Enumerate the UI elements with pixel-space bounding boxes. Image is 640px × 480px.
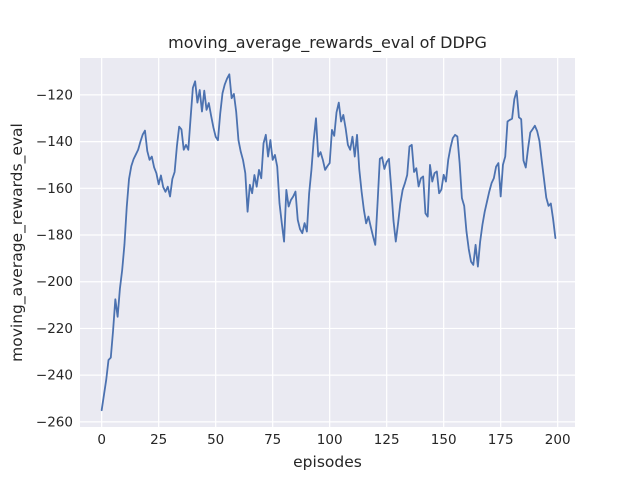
x-grid-lines <box>101 58 559 427</box>
x-tick-label: 75 <box>264 432 281 448</box>
y-tick-labels: −120 −140 −160 −180 −200 −220 −240 −260 <box>36 87 73 430</box>
x-tick-labels: 0 25 50 75 100 125 150 175 200 <box>97 432 570 448</box>
x-tick-label: 50 <box>207 432 224 448</box>
x-tick-label: 150 <box>431 432 457 448</box>
x-tick-label: 125 <box>374 432 400 448</box>
y-tick-label: −160 <box>36 181 73 197</box>
x-tick-label: 25 <box>150 432 167 448</box>
chart-title: moving_average_rewards_eval of DDPG <box>168 33 487 53</box>
x-tick-label: 200 <box>545 432 571 448</box>
y-axis-label: moving_average_rewards_eval <box>8 123 27 362</box>
y-tick-label: −240 <box>36 368 73 384</box>
plot-area <box>80 58 575 427</box>
y-tick-label: −120 <box>36 87 73 103</box>
y-grid-lines <box>80 94 575 423</box>
y-tick-label: −140 <box>36 134 73 150</box>
y-tick-label: −220 <box>36 321 73 337</box>
y-tick-label: −260 <box>36 414 73 430</box>
rewards-line-series <box>100 73 557 412</box>
y-tick-label: −200 <box>36 274 73 290</box>
x-tick-label: 0 <box>97 432 106 448</box>
x-tick-label: 100 <box>317 432 343 448</box>
y-tick-label: −180 <box>36 228 73 244</box>
x-axis-label: episodes <box>293 453 362 471</box>
x-tick-label: 175 <box>488 432 514 448</box>
